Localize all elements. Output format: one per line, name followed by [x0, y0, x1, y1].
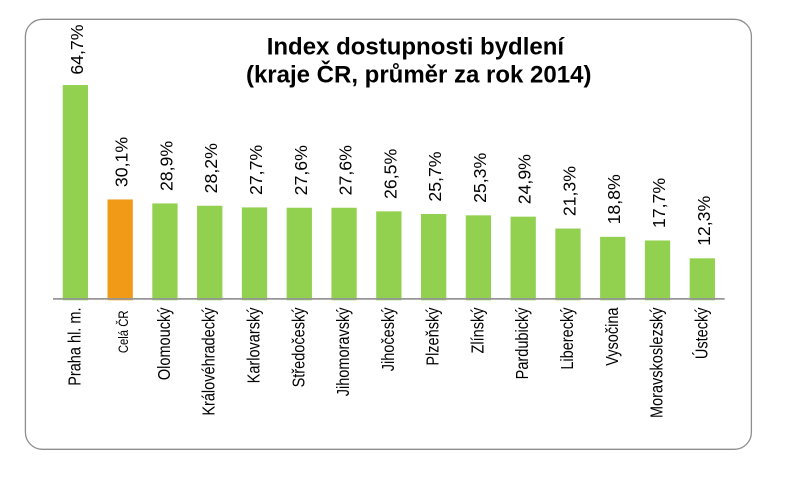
- svg-text:21,3%: 21,3%: [559, 166, 579, 216]
- svg-text:18,8%: 18,8%: [604, 174, 624, 224]
- svg-text:28,2%: 28,2%: [201, 143, 221, 193]
- svg-text:27,7%: 27,7%: [246, 145, 266, 195]
- svg-text:27,6%: 27,6%: [336, 145, 356, 195]
- svg-text:Středočeský: Středočeský: [289, 308, 309, 388]
- svg-text:Královéhradecký: Královéhradecký: [199, 308, 219, 416]
- svg-text:Karlovarský: Karlovarský: [244, 308, 264, 384]
- svg-text:17,7%: 17,7%: [649, 178, 669, 228]
- svg-text:Zlínský: Zlínský: [468, 308, 488, 354]
- svg-text:Celá ČR: Celá ČR: [115, 311, 131, 354]
- svg-text:Vysočina: Vysočina: [603, 307, 623, 365]
- svg-text:28,9%: 28,9%: [156, 141, 176, 191]
- svg-text:Pardubický: Pardubický: [513, 308, 533, 380]
- svg-text:26,5%: 26,5%: [380, 149, 400, 199]
- svg-text:64,7%: 64,7%: [67, 24, 87, 74]
- svg-text:Plzeňský: Plzeňský: [423, 308, 443, 366]
- svg-text:Olomoucký: Olomoucký: [155, 308, 175, 381]
- svg-text:Jihomoravský: Jihomoravský: [334, 308, 354, 397]
- svg-text:30,1%: 30,1%: [112, 137, 132, 187]
- svg-text:12,3%: 12,3%: [694, 195, 714, 245]
- svg-text:24,9%: 24,9%: [515, 154, 535, 204]
- svg-text:27,6%: 27,6%: [291, 145, 311, 195]
- svg-text:25,7%: 25,7%: [425, 151, 445, 201]
- svg-text:Praha hl. m.: Praha hl. m.: [65, 308, 85, 386]
- svg-text:25,3%: 25,3%: [470, 153, 490, 203]
- svg-text:Moravskoslezský: Moravskoslezský: [647, 308, 667, 419]
- svg-text:(kraje ČR, průměr za rok 2014): (kraje ČR, průměr za rok 2014): [246, 61, 591, 89]
- svg-text:Liberecký: Liberecký: [558, 308, 578, 370]
- svg-text:Jihočeský: Jihočeský: [379, 308, 399, 372]
- svg-text:Index dostupnosti bydlení: Index dostupnosti bydlení: [267, 34, 566, 61]
- svg-text:Ústecký: Ústecký: [691, 308, 712, 360]
